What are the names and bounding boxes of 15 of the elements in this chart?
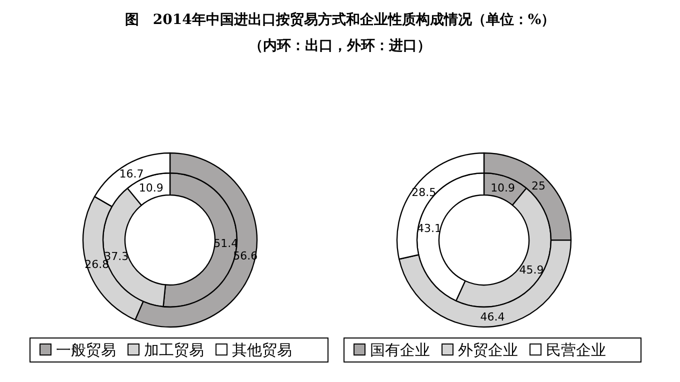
chart-title: 图 2014年中国进出口按贸易方式和企业性质构成情况（单位：%） [124,11,556,28]
data-label: 10.9 [490,181,516,194]
data-label: 45.9 [519,264,544,277]
legend-label: 国有企业 [370,341,430,359]
data-label: 28.5 [412,186,436,199]
data-label: 46.4 [480,310,505,324]
data-label: 16.7 [119,167,144,180]
chart-subtitle: （内环：出口，外环：进口） [249,38,431,54]
data-label: 10.9 [138,181,164,194]
legend-label: 其他贸易 [232,341,292,359]
legend-label: 外贸企业 [458,341,518,359]
legend-label: 民营企业 [546,341,606,359]
data-label: 25 [531,180,546,193]
legend-label: 加工贸易 [144,341,204,359]
legend-label: 一般贸易 [56,341,116,359]
